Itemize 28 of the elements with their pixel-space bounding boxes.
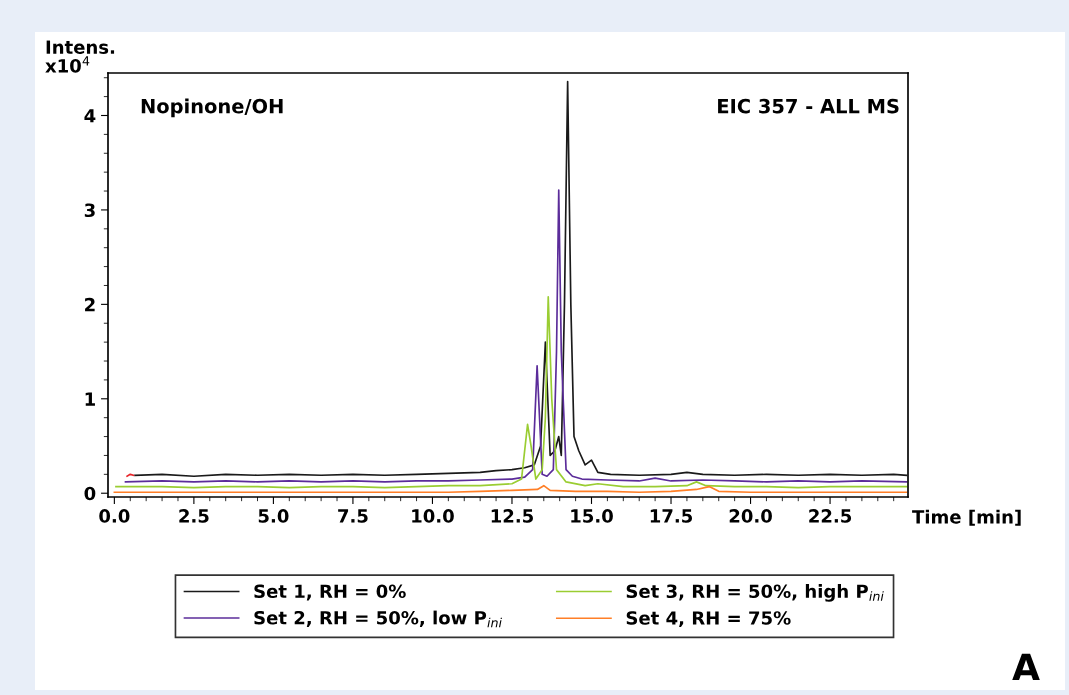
y-axis-title: Intens. x10$^{4}$ — [45, 40, 115, 73]
line-series — [124, 189, 908, 483]
text: A — [1012, 653, 1040, 680]
x-axis-title: Time [min] — [912, 509, 1021, 526]
y-tick-label: 1 — [85, 392, 95, 406]
annotation: Nopinone/OH — [141, 98, 283, 118]
line-series — [115, 295, 908, 489]
y-tick-label: 3 — [84, 203, 95, 218]
legend-label: Set 1, RH = 0% — [254, 584, 406, 601]
legend-label: Set 3, RH = 50%, high P$_{ini}$ — [626, 584, 884, 602]
x-tick-label: 0.0 — [99, 509, 130, 523]
x-tick-label: 12.5 — [491, 509, 533, 523]
annotation: EIC 357 - ALL MS — [718, 98, 899, 114]
line-series — [113, 484, 908, 494]
x-tick-label: 17.5 — [650, 509, 693, 523]
line-series — [134, 80, 908, 478]
legend-label: Set 2, RH = 50%, low P$_{ini}$ — [254, 610, 502, 628]
x-tick-label: 7.5 — [338, 509, 368, 523]
x-tick-label: 2.5 — [179, 509, 209, 523]
x-tick-label: 5.0 — [258, 509, 289, 523]
y-tick-label: 0 — [84, 486, 96, 501]
x-tick-label: 10.0 — [412, 509, 454, 523]
x-tick-label: 22.5 — [809, 509, 852, 523]
y-tick-label: 2 — [85, 297, 95, 312]
x-tick-label: 20.0 — [729, 509, 772, 523]
x-tick-label: 15.0 — [571, 509, 613, 523]
y-tick-label: 4 — [84, 109, 96, 123]
legend-label: Set 4, RH = 75% — [626, 611, 791, 628]
